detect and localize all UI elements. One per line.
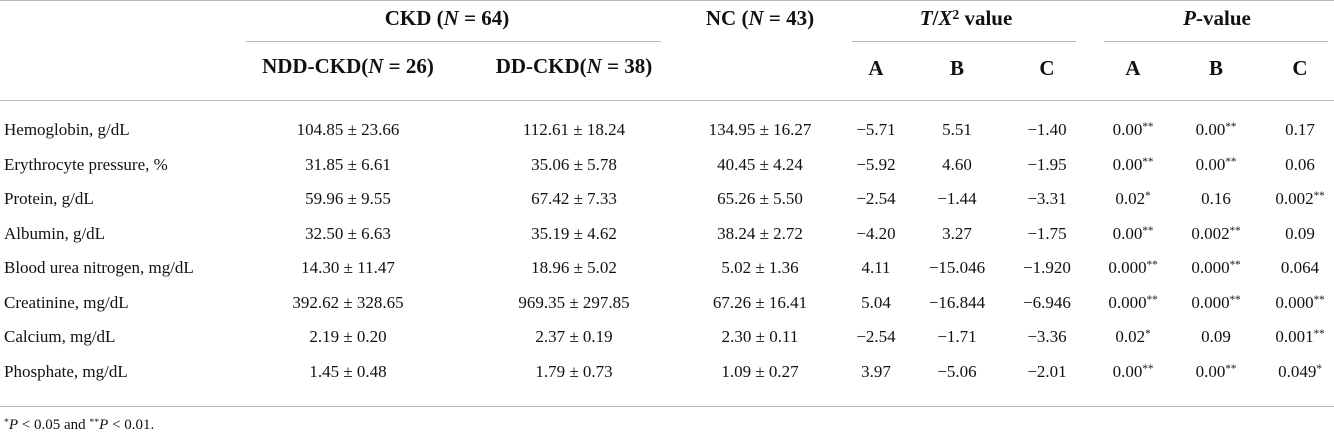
cell-pA: 0.000** [1108,292,1158,312]
cell-tB: −16.844 [928,292,986,312]
cell-pC: 0.064 [1280,258,1320,277]
cell-tA: 5.04 [861,292,891,312]
cell-pA: 0.00** [1112,223,1154,243]
cell-dd: 1.79 ± 0.73 [535,361,613,381]
cell-dd: 35.06 ± 5.78 [531,154,617,174]
cell-pB: 0.00** [1195,154,1237,174]
cell-pB: 0.09 [1201,327,1231,346]
cell-nc: 134.95 ± 16.27 [708,120,812,139]
cell-pB: 0.16 [1201,189,1231,208]
cell-ndd: 31.85 ± 6.61 [305,154,391,174]
cell-pC: 0.049* [1278,361,1322,381]
header-p-col-b: B [1208,56,1224,80]
header-t-group: T/X2 value [919,6,1013,30]
cell-tB: −1.71 [937,327,977,346]
cell-dd: 18.96 ± 5.02 [531,258,617,277]
cell-tB: −15.046 [928,258,986,277]
header-ndd-ckd: NDD-CKD(N = 26) [262,54,434,78]
row-label: Hemoglobin, g/dL [4,120,130,139]
header-t-col-c: C [1039,56,1055,80]
cell-tC: −1.920 [1023,258,1071,277]
p-group-rule [1104,41,1328,42]
cell-tB: 4.60 [942,154,972,174]
cell-pB: 0.00** [1195,120,1237,139]
cell-pC: 0.06 [1285,154,1315,174]
header-dd-ckd: DD-CKD(N = 38) [495,54,653,78]
header-p-col-a: A [1125,56,1141,80]
header-p-col-c: C [1292,56,1308,80]
cell-nc: 38.24 ± 2.72 [717,223,803,243]
header-bottom-rule [0,100,1334,101]
cell-tA: 3.97 [861,361,891,381]
cell-ndd: 1.45 ± 0.48 [309,361,387,381]
cell-tA: −2.54 [856,189,896,208]
cell-tB: −1.44 [937,189,977,208]
row-label: Erythrocyte pressure, % [4,154,168,174]
cell-nc: 65.26 ± 5.50 [717,189,803,208]
cell-tA: 4.11 [861,258,891,277]
cell-tC: −3.36 [1027,327,1067,346]
cell-ndd: 104.85 ± 23.66 [296,120,400,139]
cell-ndd: 392.62 ± 328.65 [292,292,404,312]
cell-pC: 0.09 [1285,223,1315,243]
cell-pC: 0.000** [1275,292,1325,312]
cell-tA: −5.92 [856,154,896,174]
cell-nc: 67.26 ± 16.41 [712,292,808,312]
cell-pA: 0.00** [1112,154,1154,174]
cell-tC: −6.946 [1023,292,1071,312]
cell-pB: 0.000** [1191,292,1241,312]
row-label: Blood urea nitrogen, mg/dL [4,258,194,277]
row-label: Albumin, g/dL [4,223,106,243]
cell-nc: 1.09 ± 0.27 [721,361,799,381]
cell-tA: −2.54 [856,327,896,346]
table-bottom-rule [0,406,1334,407]
cell-tC: −1.75 [1027,223,1067,243]
cell-dd: 35.19 ± 4.62 [531,223,617,243]
cell-pB: 0.00** [1195,361,1237,381]
cell-tB: −5.06 [937,361,977,381]
cell-dd: 67.42 ± 7.33 [531,189,617,208]
header-nc-group: NC (N = 43) [705,6,815,30]
header-p-group: P-value [1183,6,1251,30]
cell-pC: 0.002** [1275,189,1325,208]
cell-tA: −4.20 [856,223,896,243]
cell-nc: 2.30 ± 0.11 [721,327,799,346]
cell-tC: −2.01 [1027,361,1067,381]
cell-pA: 0.00** [1112,361,1154,381]
cell-dd: 112.61 ± 18.24 [522,120,626,139]
cell-ndd: 59.96 ± 9.55 [305,189,391,208]
cell-pB: 0.000** [1191,258,1241,277]
cell-ndd: 14.30 ± 11.47 [301,258,395,277]
cell-ndd: 2.19 ± 0.20 [309,327,387,346]
cell-ndd: 32.50 ± 6.63 [305,223,391,243]
cell-pC: 0.001** [1275,327,1325,346]
footnote: *P < 0.05 and **P < 0.01. [4,416,155,433]
cell-pA: 0.02* [1115,327,1151,346]
row-label: Calcium, mg/dL [4,327,116,346]
cell-pA: 0.00** [1112,120,1154,139]
cell-tA: −5.71 [856,120,896,139]
top-rule [0,0,1334,1]
row-label: Phosphate, mg/dL [4,361,128,381]
cell-tC: −1.95 [1027,154,1067,174]
cell-nc: 40.45 ± 4.24 [717,154,803,174]
header-ckd-group: CKD (N = 64) [384,6,510,30]
row-label: Creatinine, mg/dL [4,292,129,312]
header-t-col-a: A [868,56,884,80]
t-group-rule [852,41,1076,42]
cell-dd: 2.37 ± 0.19 [535,327,613,346]
cell-tB: 3.27 [942,223,972,243]
cell-pC: 0.17 [1285,120,1315,139]
ckd-group-rule [246,41,661,42]
cell-nc: 5.02 ± 1.36 [721,258,799,277]
cell-pA: 0.02* [1115,189,1151,208]
cell-tB: 5.51 [942,120,972,139]
row-label: Protein, g/dL [4,189,94,208]
cell-dd: 969.35 ± 297.85 [518,292,630,312]
cell-pA: 0.000** [1108,258,1158,277]
cell-tC: −1.40 [1027,120,1067,139]
cell-pB: 0.002** [1191,223,1241,243]
cell-tC: −3.31 [1027,189,1067,208]
header-t-col-b: B [949,56,965,80]
